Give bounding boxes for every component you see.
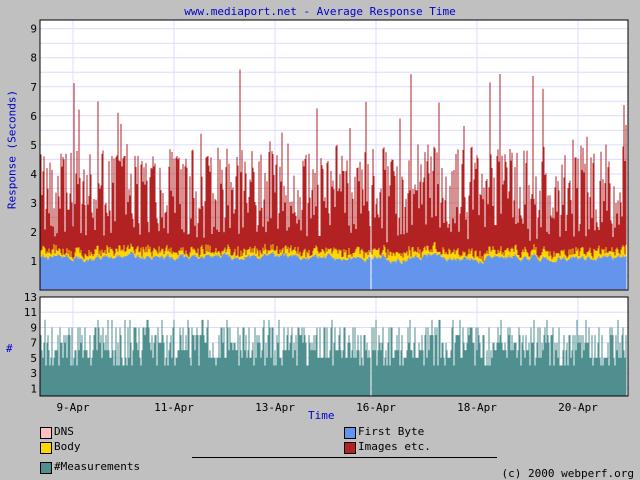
copyright: (c) 2000 webperf.org [501, 467, 634, 480]
legend-label-body: Body [54, 440, 81, 453]
plot-frame-response [39, 19, 629, 291]
x-tick-label: 13-Apr [255, 401, 295, 414]
x-axis-label: Time [308, 409, 335, 422]
y-tick-label: 7 [30, 81, 37, 94]
y-tick-label: 3 [30, 197, 37, 210]
legend-swatch-images [344, 442, 356, 454]
x-tick-label: 9-Apr [56, 401, 89, 414]
y-tick-label: 7 [30, 337, 37, 350]
y-tick-label: 13 [24, 291, 37, 304]
y-tick-label: 6 [30, 110, 37, 123]
legend-divider [192, 457, 497, 458]
plot-frame-count [39, 296, 629, 397]
legend-swatch-first-byte [344, 427, 356, 439]
y-tick-label: 4 [30, 168, 37, 181]
y-axis-label-count: # [6, 342, 13, 355]
legend-label-first-byte: First Byte [358, 425, 425, 438]
y-tick-label: 8 [30, 52, 37, 65]
legend-swatch-measurements [40, 462, 52, 474]
y-tick-label: 2 [30, 226, 37, 239]
x-tick-label: 20-Apr [558, 401, 598, 414]
legend-swatch-body [40, 442, 52, 454]
y-axis-label-response: Response (Seconds) [5, 89, 19, 210]
y-tick-label: 9 [30, 321, 37, 334]
legend-label-dns: DNS [54, 425, 74, 438]
legend-swatch-dns [40, 427, 52, 439]
x-tick-label: 16-Apr [356, 401, 396, 414]
y-tick-label: 1 [30, 255, 37, 268]
y-tick-label: 5 [30, 139, 37, 152]
y-tick-label: 9 [30, 23, 37, 36]
y-tick-label: 11 [24, 306, 37, 319]
y-tick-label: 1 [30, 382, 37, 395]
chart-title: www.mediaport.net - Average Response Tim… [184, 5, 456, 18]
y-tick-label: 3 [30, 367, 37, 380]
legend-label-images: Images etc. [358, 440, 431, 453]
x-tick-label: 11-Apr [154, 401, 194, 414]
x-tick-label: 18-Apr [457, 401, 497, 414]
legend-label-measurements: #Measurements [54, 460, 141, 473]
y-tick-label: 5 [30, 352, 37, 365]
